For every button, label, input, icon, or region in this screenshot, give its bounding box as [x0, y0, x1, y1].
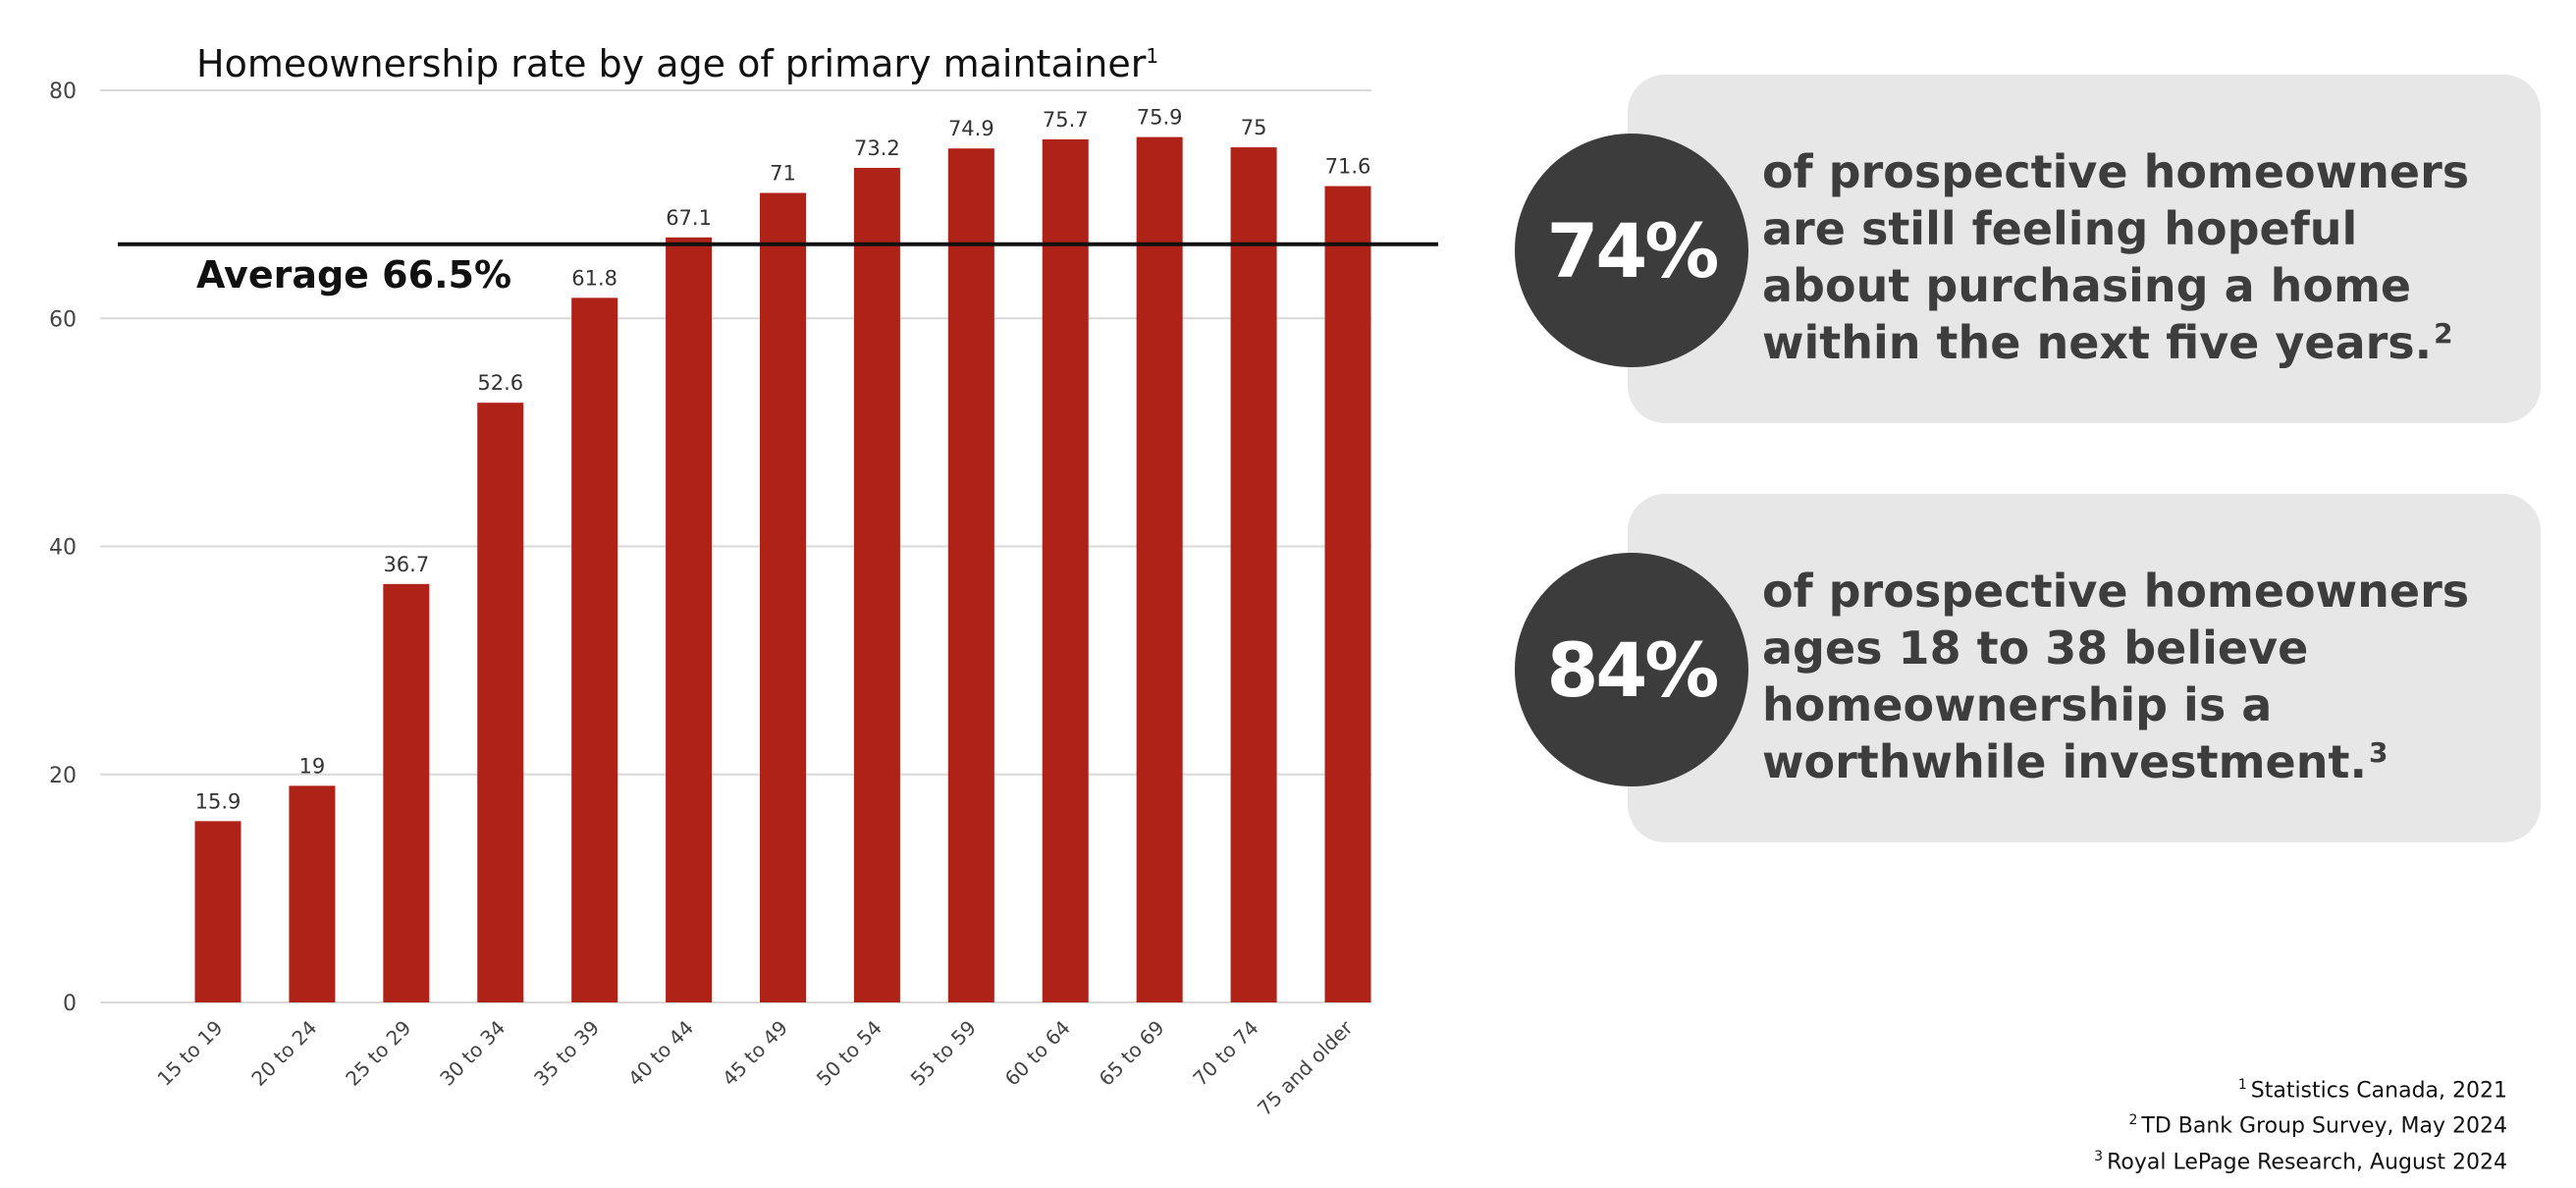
bar — [1230, 147, 1277, 1002]
stat-line: of prospective homeowners — [1762, 145, 2470, 198]
bar — [760, 192, 806, 1002]
bars — [194, 136, 1371, 1003]
x-tick-label: 40 to 44 — [623, 1016, 698, 1091]
x-tick-label: 30 to 34 — [435, 1016, 510, 1091]
y-tick-label: 20 — [49, 764, 77, 788]
stat-card-hopeful — [1628, 75, 2541, 423]
stat-line: ages 18 to 38 believe — [1762, 621, 2309, 675]
footnotes: 1 Statistics Canada, 2021 2 TD Bank Group … — [2094, 1070, 2507, 1177]
x-tick-label: 50 to 54 — [812, 1016, 886, 1091]
chart-title: Homeownership rate by age of primary mai… — [196, 42, 1158, 85]
data-label: 61.8 — [571, 266, 617, 290]
stat-line: within the next five years.2 — [1762, 316, 2453, 369]
x-tick-label: 60 to 64 — [1000, 1016, 1075, 1091]
bar — [947, 148, 994, 1002]
data-label: 19 — [299, 754, 326, 778]
y-tick-label: 40 — [49, 536, 77, 561]
average-label: Average 66.5% — [196, 253, 511, 297]
data-label: 75 — [1241, 116, 1267, 139]
data-label: 75.7 — [1043, 108, 1089, 132]
footnote-1: 1 Statistics Canada, 2021 — [2237, 1077, 2507, 1104]
bar — [289, 785, 336, 1002]
y-tick-label: 80 — [49, 80, 77, 104]
average-reference: Average 66.5% — [118, 242, 1438, 297]
x-tick-label: 45 to 49 — [718, 1016, 792, 1091]
y-axis-ticks: 0 20 40 60 80 — [49, 80, 77, 1016]
y-tick-label: 0 — [63, 992, 77, 1016]
data-label: 67.1 — [666, 206, 712, 230]
y-tick-label: 60 — [49, 307, 77, 332]
stat-text-investment: of prospective homeowners ages 18 to 38 … — [1762, 563, 2528, 790]
footnote-marker: 2 — [2434, 317, 2453, 350]
bar — [383, 583, 430, 1002]
bar — [1136, 136, 1183, 1002]
stat-circle-84: 84% — [1515, 553, 1748, 786]
data-label: 73.2 — [854, 136, 900, 160]
data-label: 71.6 — [1325, 155, 1371, 179]
stat-line: of prospective homeowners — [1762, 565, 2470, 618]
x-tick-label: 15 to 19 — [152, 1016, 227, 1091]
data-label: 52.6 — [477, 371, 523, 395]
homeownership-bar-chart: Homeownership rate by age of primary mai… — [49, 42, 1438, 1120]
stat-line: about purchasing a home — [1762, 259, 2412, 312]
bar — [1042, 138, 1089, 1003]
data-label: 75.9 — [1137, 106, 1183, 130]
data-labels: 15.9 19 36.7 52.6 61.8 67.1 71 73.2 74.9 75.7 75.9… — [195, 106, 1371, 814]
x-tick-label: 65 to 69 — [1095, 1016, 1169, 1091]
x-tick-label: 35 to 39 — [529, 1016, 604, 1091]
bar — [666, 237, 713, 1002]
data-label: 15.9 — [195, 789, 242, 813]
footnote-2: 2 TD Bank Group Survey, May 2024 — [2128, 1112, 2508, 1139]
x-tick-label: 70 to 74 — [1188, 1016, 1262, 1091]
data-label: 71 — [770, 162, 796, 186]
bar — [194, 821, 242, 1002]
stat-text-hopeful: of prospective homeowners are still feel… — [1762, 143, 2528, 371]
stat-card-investment — [1628, 494, 2541, 842]
stat-line: are still feeling hopeful — [1762, 202, 2358, 255]
bar — [571, 297, 618, 1002]
footnote-3: 3 Royal LePage Research, August 2024 — [2094, 1148, 2507, 1174]
x-axis-ticks: 15 to 19 20 to 24 25 to 29 30 to 34 35 to 39… — [152, 1015, 1358, 1120]
stat-line: worthwhile investment.3 — [1762, 735, 2388, 788]
bar — [853, 167, 900, 1003]
footnote-marker: 3 — [2368, 736, 2388, 769]
bar — [1324, 186, 1371, 1003]
data-label: 36.7 — [383, 553, 429, 576]
x-tick-label: 75 and older — [1253, 1015, 1358, 1120]
bar — [477, 403, 524, 1002]
x-tick-label: 20 to 24 — [246, 1016, 321, 1091]
stat-line: homeownership is a — [1762, 678, 2273, 731]
data-label: 74.9 — [948, 117, 994, 140]
x-tick-label: 55 to 59 — [906, 1016, 981, 1091]
x-tick-label: 25 to 29 — [341, 1016, 415, 1091]
stat-circle-74: 74% — [1515, 134, 1748, 367]
